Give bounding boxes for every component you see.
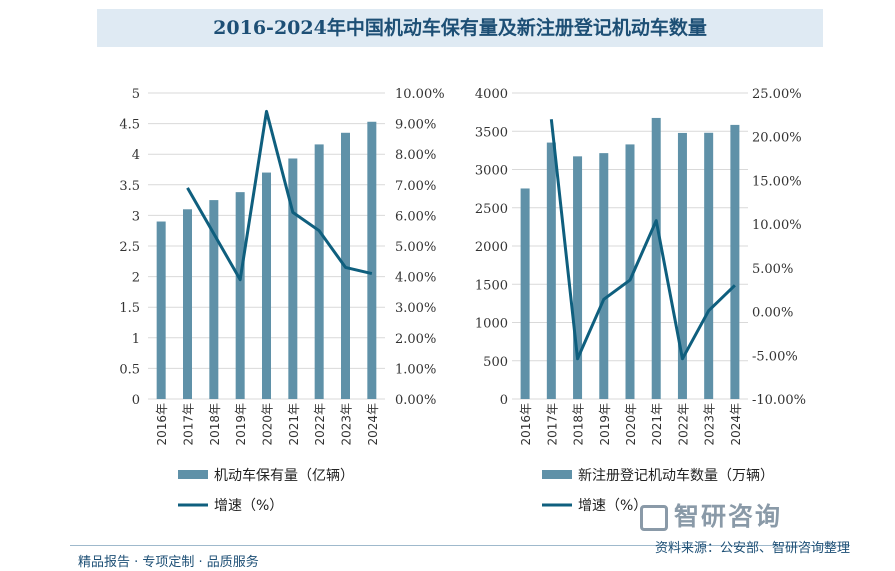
y-tick-label: 3.5 bbox=[119, 179, 140, 194]
logo-text: 智研咨询 bbox=[674, 502, 783, 531]
growth-line bbox=[549, 119, 736, 361]
legend-bar-label: 机动车保有量（亿辆） bbox=[214, 467, 354, 484]
bar bbox=[599, 153, 609, 399]
y-tick-label: 2000 bbox=[475, 240, 508, 255]
bar bbox=[546, 142, 556, 399]
y2-tick-label: 0.00% bbox=[752, 306, 793, 321]
y2-tick-label: 9.00% bbox=[395, 118, 436, 133]
y-tick-label: 4000 bbox=[475, 87, 508, 102]
bar bbox=[156, 221, 166, 399]
bar bbox=[573, 156, 583, 399]
x-tick-label: 2016年 bbox=[519, 403, 533, 446]
x-tick-label: 2018年 bbox=[572, 403, 586, 446]
y-tick-label: 1500 bbox=[475, 278, 508, 293]
bar bbox=[677, 132, 687, 400]
y2-tick-label: -5.00% bbox=[752, 349, 798, 364]
y2-tick-label: 2.00% bbox=[395, 332, 436, 347]
y-tick-label: 4 bbox=[132, 148, 140, 163]
footer-divider bbox=[70, 545, 850, 546]
x-tick-label: 2020年 bbox=[624, 403, 638, 446]
x-tick-label: 2022年 bbox=[676, 403, 690, 446]
bar bbox=[209, 200, 219, 399]
bar bbox=[367, 121, 377, 399]
brand-logo: 智研咨询 bbox=[640, 497, 782, 533]
y2-tick-label: 6.00% bbox=[395, 209, 436, 224]
x-tick-label: 2023年 bbox=[703, 403, 717, 446]
bar bbox=[704, 132, 714, 399]
legend-bar-label: 新注册登记机动车数量（万辆） bbox=[578, 467, 774, 484]
y2-tick-label: -10.00% bbox=[752, 393, 806, 408]
bar bbox=[288, 158, 298, 399]
y2-tick-label: 5.00% bbox=[752, 262, 793, 277]
x-tick-label: 2016年 bbox=[155, 403, 169, 446]
bar bbox=[520, 188, 530, 399]
x-tick-label: 2019年 bbox=[234, 403, 248, 446]
y2-tick-label: 10.00% bbox=[752, 218, 802, 233]
x-tick-label: 2023年 bbox=[340, 403, 354, 446]
y-tick-label: 2500 bbox=[475, 202, 508, 217]
x-tick-label: 2021年 bbox=[650, 403, 664, 446]
x-tick-label: 2019年 bbox=[598, 403, 612, 446]
x-tick-label: 2024年 bbox=[729, 403, 743, 446]
y-tick-label: 5 bbox=[132, 87, 140, 102]
legend-bar-swatch bbox=[542, 470, 572, 479]
x-tick-label: 2018年 bbox=[208, 403, 222, 446]
bar bbox=[235, 192, 245, 399]
bar bbox=[651, 117, 661, 400]
y2-tick-label: 20.00% bbox=[752, 131, 802, 146]
y-tick-label: 2.5 bbox=[119, 240, 140, 255]
y-tick-label: 0 bbox=[132, 393, 140, 408]
y-tick-label: 500 bbox=[483, 355, 508, 370]
legend-bar-swatch bbox=[178, 470, 208, 479]
y-tick-label: 4.5 bbox=[119, 118, 140, 133]
footer-slogan: 精品报告 · 专项定制 · 品质服务 bbox=[78, 555, 259, 570]
y-tick-label: 3500 bbox=[475, 125, 508, 140]
x-tick-label: 2024年 bbox=[366, 403, 380, 446]
y-tick-label: 0.5 bbox=[119, 362, 140, 377]
y-tick-label: 3000 bbox=[475, 164, 508, 179]
y2-tick-label: 1.00% bbox=[395, 362, 436, 377]
y2-tick-label: 0.00% bbox=[395, 393, 436, 408]
y2-tick-label: 15.00% bbox=[752, 174, 802, 189]
y2-tick-label: 4.00% bbox=[395, 271, 436, 286]
y2-tick-label: 25.00% bbox=[752, 87, 802, 102]
y-tick-label: 3 bbox=[132, 209, 140, 224]
bar bbox=[262, 172, 271, 399]
logo-icon bbox=[640, 505, 668, 531]
bar bbox=[183, 209, 192, 399]
y2-tick-label: 3.00% bbox=[395, 301, 436, 316]
y2-tick-label: 10.00% bbox=[395, 87, 445, 102]
y-tick-label: 1.5 bbox=[119, 301, 140, 316]
x-tick-label: 2021年 bbox=[287, 403, 301, 446]
bar bbox=[625, 144, 635, 399]
y2-tick-label: 7.00% bbox=[395, 179, 436, 194]
y-tick-label: 0 bbox=[500, 393, 508, 408]
legend-line-label: 增速（%） bbox=[578, 498, 647, 514]
x-tick-label: 2017年 bbox=[182, 403, 196, 446]
chart-title: 2016-2024年中国机动车保有量及新注册登记机动车数量 bbox=[97, 9, 823, 47]
data-source: 资料来源：公安部、智研咨询整理 bbox=[654, 541, 850, 556]
y-tick-label: 1 bbox=[132, 332, 140, 347]
y2-tick-label: 8.00% bbox=[395, 148, 436, 163]
growth-line bbox=[186, 109, 373, 282]
bar bbox=[730, 124, 740, 399]
bar bbox=[314, 144, 324, 399]
y-tick-label: 1000 bbox=[475, 317, 508, 332]
y2-tick-label: 5.00% bbox=[395, 240, 436, 255]
x-tick-label: 2017年 bbox=[545, 403, 559, 446]
legend-line-label: 增速（%） bbox=[214, 498, 283, 514]
x-tick-label: 2022年 bbox=[313, 403, 327, 446]
x-tick-label: 2020年 bbox=[261, 403, 275, 446]
y-tick-label: 2 bbox=[132, 271, 140, 286]
